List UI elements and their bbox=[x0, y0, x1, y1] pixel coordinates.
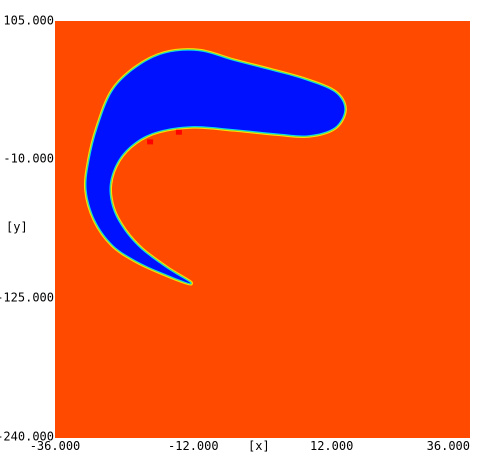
y-axis-label: [y] bbox=[6, 220, 28, 234]
x-tick-0: -36.000 bbox=[30, 439, 81, 453]
spot-0 bbox=[147, 139, 154, 145]
x-tick-1: -12.000 bbox=[168, 439, 219, 453]
x-tick-3: 36.000 bbox=[427, 439, 470, 453]
spot-1 bbox=[175, 129, 182, 135]
svg-text:-240.000: -240.000 bbox=[0, 430, 54, 444]
svg-text:105.000: 105.000 bbox=[3, 14, 54, 28]
y-tick-0: 105.000 bbox=[1, 13, 55, 28]
y-tick-1: -10.000 bbox=[1, 151, 55, 166]
x-tick-labels: -36.000 -12.000 12.000 36.000 bbox=[30, 439, 470, 453]
x-axis-label-group: [x] bbox=[248, 439, 270, 453]
y-tick-2: -125.000 bbox=[0, 290, 56, 305]
y-axis-label-group: [y] bbox=[4, 219, 30, 235]
spots-layer bbox=[147, 129, 182, 145]
x-axis-label: [x] bbox=[248, 439, 270, 453]
y-tick-labels: 105.000 -10.000 -125.000 -240.000 bbox=[0, 13, 56, 444]
svg-text:-10.000: -10.000 bbox=[3, 152, 54, 166]
y-tick-3: -240.000 bbox=[0, 429, 56, 444]
svg-text:-125.000: -125.000 bbox=[0, 291, 54, 305]
region-layer bbox=[83, 48, 347, 286]
x-tick-2: 12.000 bbox=[310, 439, 353, 453]
region-main bbox=[86, 50, 345, 284]
